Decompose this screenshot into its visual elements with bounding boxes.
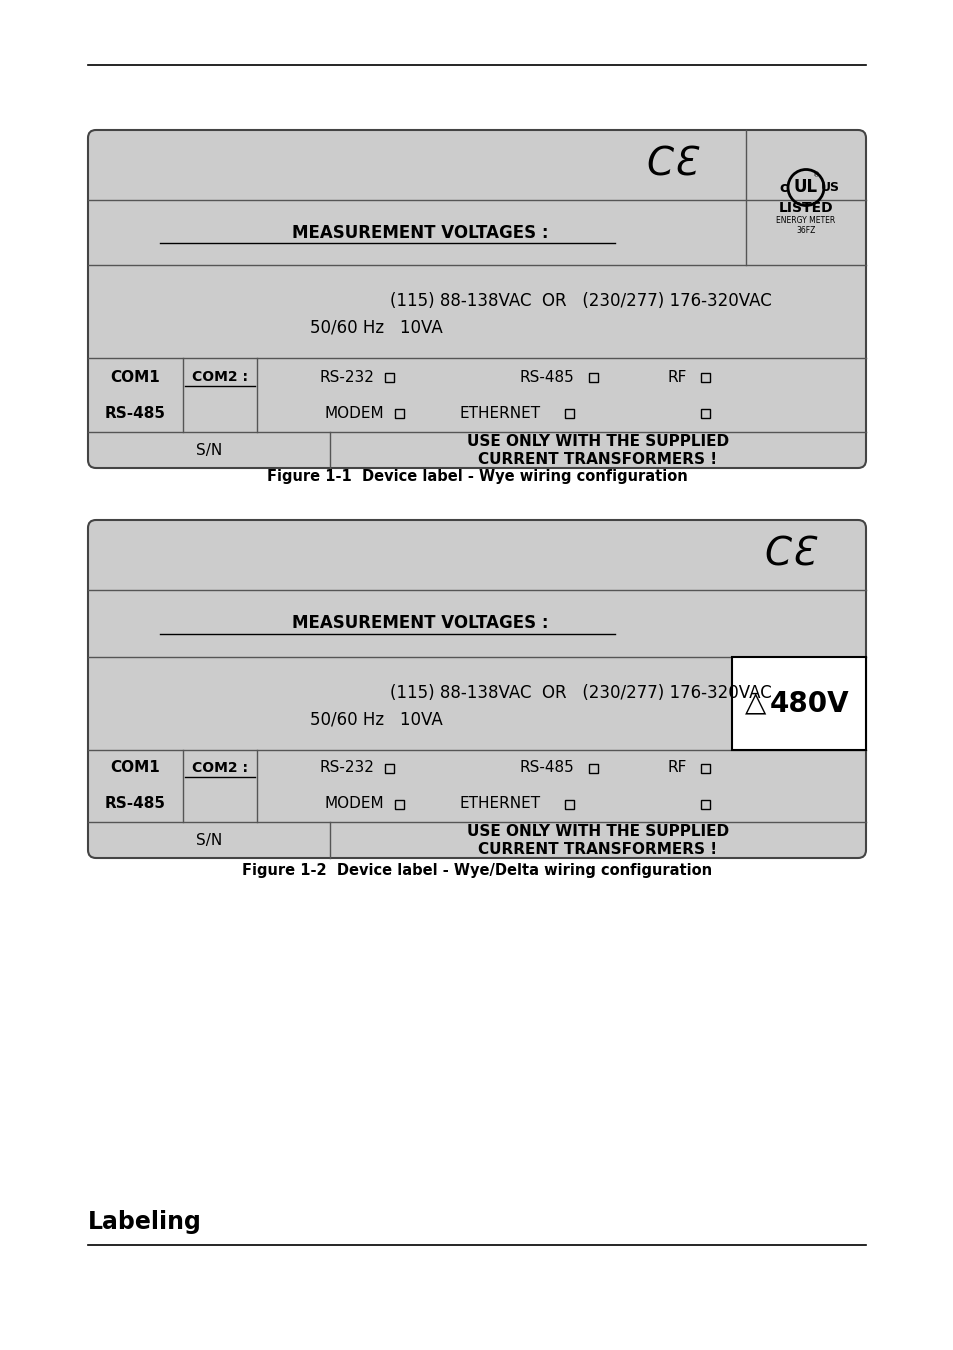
Text: RS-485: RS-485	[519, 370, 574, 385]
Text: COM1: COM1	[111, 370, 160, 385]
Bar	[385, 373, 395, 382]
Text: USE ONLY WITH THE SUPPLIED: USE ONLY WITH THE SUPPLIED	[466, 433, 728, 448]
Text: S/N: S/N	[195, 833, 222, 848]
Text: CƐ: CƐ	[646, 146, 697, 184]
Text: Figure 1-2  Device label - Wye/Delta wiring configuration: Figure 1-2 Device label - Wye/Delta wiri…	[242, 863, 711, 878]
Bar	[700, 409, 710, 417]
Text: S/N: S/N	[195, 443, 222, 458]
Text: 480V: 480V	[769, 690, 849, 717]
Bar	[589, 373, 598, 382]
Text: Figure 1-1  Device label - Wye wiring configuration: Figure 1-1 Device label - Wye wiring con…	[266, 470, 687, 485]
Text: (115) 88-138VAC  OR   (230/277) 176-320VAC: (115) 88-138VAC OR (230/277) 176-320VAC	[390, 684, 771, 702]
Text: CURRENT TRANSFORMERS !: CURRENT TRANSFORMERS !	[478, 451, 717, 467]
Text: COM1: COM1	[111, 760, 160, 775]
Bar	[565, 799, 574, 809]
Text: 36FZ: 36FZ	[796, 225, 815, 235]
Bar	[385, 764, 395, 772]
Text: ®: ®	[813, 173, 820, 178]
Text: CURRENT TRANSFORMERS !: CURRENT TRANSFORMERS !	[478, 841, 717, 856]
Text: MEASUREMENT VOLTAGES :: MEASUREMENT VOLTAGES :	[292, 614, 548, 633]
Text: MEASUREMENT VOLTAGES :: MEASUREMENT VOLTAGES :	[292, 224, 548, 242]
Text: LISTED: LISTED	[778, 201, 832, 215]
Bar	[731, 657, 865, 751]
Text: COM2 :: COM2 :	[192, 370, 248, 383]
Text: RS-232: RS-232	[319, 370, 375, 385]
Bar	[700, 799, 710, 809]
Bar	[700, 764, 710, 772]
Text: RS-485: RS-485	[105, 796, 166, 811]
Text: 50/60 Hz   10VA: 50/60 Hz 10VA	[310, 319, 442, 336]
FancyBboxPatch shape	[88, 520, 865, 859]
Text: 50/60 Hz   10VA: 50/60 Hz 10VA	[310, 710, 442, 729]
Text: USE ONLY WITH THE SUPPLIED: USE ONLY WITH THE SUPPLIED	[466, 824, 728, 838]
Bar	[395, 409, 404, 417]
Text: RS-232: RS-232	[319, 760, 375, 775]
Bar	[589, 764, 598, 772]
Text: RF: RF	[667, 760, 687, 775]
Text: (115) 88-138VAC  OR   (230/277) 176-320VAC: (115) 88-138VAC OR (230/277) 176-320VAC	[390, 293, 771, 310]
Bar	[565, 409, 574, 417]
Text: MODEM: MODEM	[325, 405, 384, 420]
Text: ENERGY METER: ENERGY METER	[776, 216, 835, 225]
Text: RS-485: RS-485	[519, 760, 574, 775]
Text: COM2 :: COM2 :	[192, 761, 248, 775]
Text: c: c	[779, 181, 787, 194]
Text: ETHERNET: ETHERNET	[459, 796, 540, 811]
Text: MODEM: MODEM	[325, 796, 384, 811]
Text: RS-485: RS-485	[105, 405, 166, 420]
Text: RF: RF	[667, 370, 687, 385]
Text: △: △	[744, 690, 765, 717]
FancyBboxPatch shape	[88, 130, 865, 468]
Text: Labeling: Labeling	[88, 1210, 202, 1234]
Text: US: US	[820, 181, 839, 194]
Bar	[700, 373, 710, 382]
Bar	[395, 799, 404, 809]
Text: ETHERNET: ETHERNET	[459, 405, 540, 420]
Text: UL: UL	[793, 178, 818, 197]
Text: CƐ: CƐ	[763, 536, 815, 574]
